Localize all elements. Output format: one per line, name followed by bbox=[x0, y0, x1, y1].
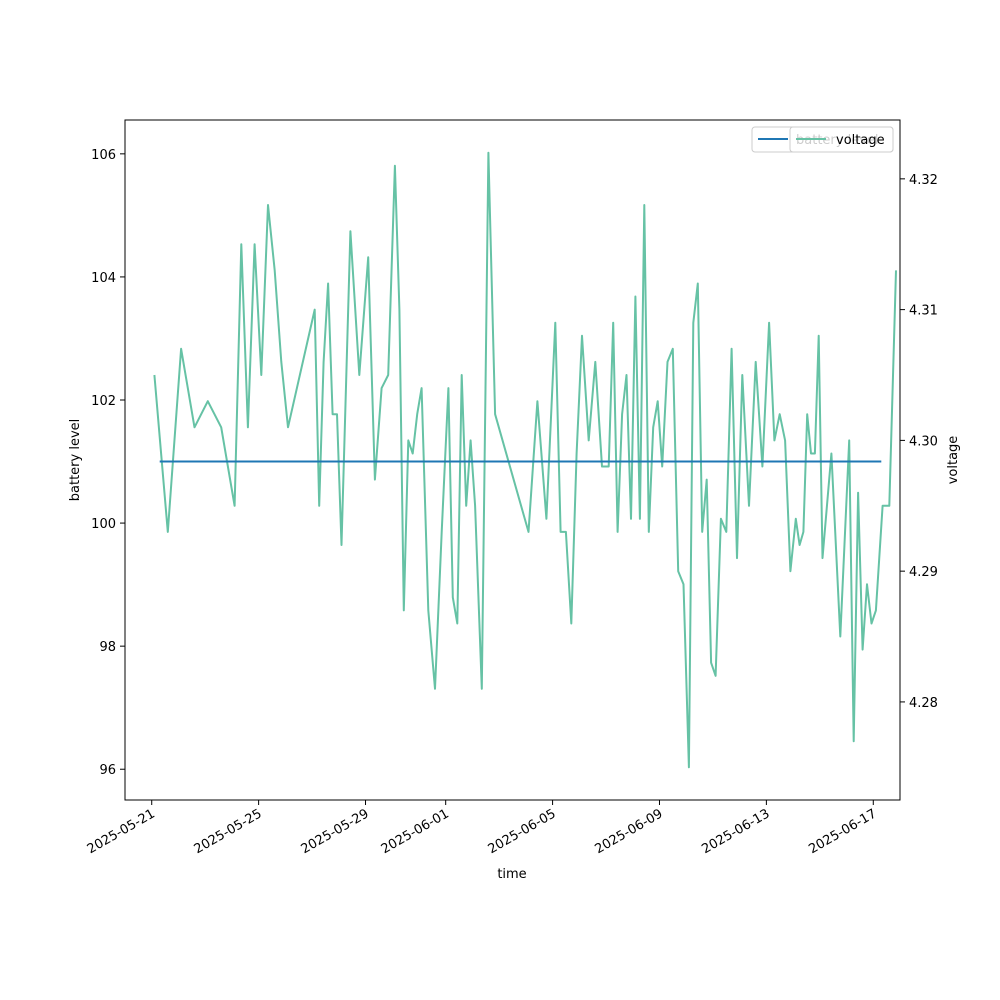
x-tick-label: 2025-06-13 bbox=[699, 806, 772, 857]
x-tick-label: 2025-05-25 bbox=[192, 806, 265, 857]
y-axis-left: 96 98 100 102 104 106 bbox=[91, 148, 125, 778]
x-axis: 2025-05-21 2025-05-25 2025-05-29 2025-06-01… bbox=[85, 800, 879, 857]
y-right-tick-label: 4.29 bbox=[909, 565, 938, 580]
plot-frame bbox=[124, 119, 901, 801]
y-left-tick-label: 106 bbox=[91, 148, 116, 163]
series-layer bbox=[153, 151, 897, 769]
y-right-tick-label: 4.32 bbox=[909, 173, 938, 188]
x-tick-label: 2025-06-01 bbox=[379, 806, 452, 857]
x-tick-label: 2025-06-09 bbox=[593, 806, 666, 857]
y-axis-right: 4.28 4.29 4.30 4.31 4.32 bbox=[900, 173, 938, 711]
y-right-tick-label: 4.31 bbox=[909, 304, 938, 319]
y-left-tick-label: 98 bbox=[99, 640, 116, 655]
voltage-series-line bbox=[153, 151, 897, 769]
y-axis-left-label: battery level bbox=[68, 419, 83, 502]
x-tick-label: 2025-05-21 bbox=[85, 806, 158, 857]
x-tick-label: 2025-06-05 bbox=[486, 806, 559, 857]
y-left-tick-label: 100 bbox=[91, 517, 116, 532]
y-axis-right-label: voltage bbox=[946, 436, 961, 485]
plot-background bbox=[125, 120, 900, 800]
y-left-tick-label: 102 bbox=[91, 394, 116, 409]
x-tick-label: 2025-06-17 bbox=[806, 806, 879, 857]
y-left-tick-label: 104 bbox=[91, 271, 116, 286]
y-right-tick-label: 4.30 bbox=[909, 434, 938, 449]
legend-box-right bbox=[789, 126, 894, 153]
y-right-tick-label: 4.28 bbox=[909, 696, 938, 711]
x-tick-label: 2025-05-29 bbox=[299, 806, 372, 857]
x-axis-label: time bbox=[497, 867, 526, 882]
legend-label-voltage: voltage bbox=[836, 133, 885, 148]
y-left-tick-label: 96 bbox=[99, 763, 116, 778]
